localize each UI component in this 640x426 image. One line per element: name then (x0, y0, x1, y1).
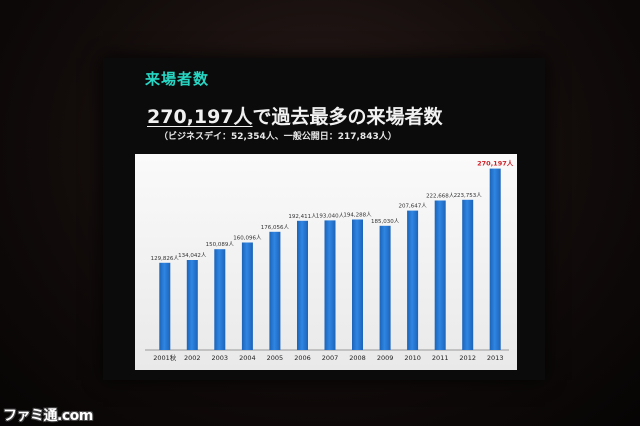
data-label: 223,753人 (454, 192, 483, 199)
bar-2004 (241, 242, 253, 350)
watermark-logo: ファミ通.com (3, 408, 93, 424)
data-label: 193,040人 (316, 212, 345, 219)
x-tick-label: 2006 (294, 354, 311, 362)
x-tick-label: 2013 (487, 354, 504, 362)
bar-2008 (352, 219, 363, 350)
data-label: 129,826人 (151, 255, 180, 262)
data-label: 222,668人 (426, 193, 455, 200)
x-tick-label: 2007 (322, 354, 339, 362)
x-tick-label: 2012 (459, 354, 476, 362)
bar-2009 (379, 225, 391, 350)
data-label: 207,647人 (398, 203, 427, 210)
bar-2007 (324, 220, 336, 350)
data-label: 176,056人 (261, 224, 290, 231)
bar-2003 (214, 249, 226, 350)
data-label: 185,030人 (371, 218, 400, 225)
bar-chart: 129,826人 2001秋 134,042人 2002 150,089人 2003 160… (145, 159, 514, 362)
bar-2002 (186, 260, 198, 350)
data-label: 150,089人 (206, 241, 235, 248)
x-tick-label: 2009 (377, 354, 394, 362)
data-label: 270,197人 (477, 159, 514, 168)
headline-number: 270,197人 (147, 106, 253, 128)
bar-2013 (489, 168, 501, 350)
bar-2011 (434, 200, 446, 350)
data-label: 160,096人 (233, 235, 262, 242)
data-label: 194,288人 (343, 212, 372, 219)
bar-2005 (269, 231, 281, 350)
data-label: 192,411人 (288, 213, 317, 220)
presentation-screen: 来場者数 270,197人で過去最多の来場者数 （ビジネスデイ：52,354人、… (103, 58, 545, 380)
x-tick-label: 2003 (212, 354, 229, 362)
headline-text: で過去最多の来場者数 (252, 106, 443, 128)
bar-2006 (297, 220, 308, 350)
data-label: 134,042人 (178, 252, 207, 259)
headline: 270,197人で過去最多の来場者数 (147, 102, 443, 129)
headline-subline: （ビジネスデイ：52,354人、一般公開日：217,843人） (159, 132, 397, 142)
x-tick-label: 2010 (404, 354, 421, 362)
x-tick-label: 2002 (184, 354, 201, 362)
x-tick-label: 2005 (267, 354, 284, 362)
bar-2001秋 (159, 262, 171, 350)
chart-panel: 129,826人 2001秋 134,042人 2002 150,089人 2003 160… (135, 154, 517, 370)
x-tick-label: 2001秋 (153, 353, 177, 362)
x-tick-label: 2008 (349, 354, 366, 362)
x-tick-label: 2004 (239, 354, 256, 362)
bar-2012 (462, 199, 474, 350)
slide-title: 来場者数 (145, 70, 210, 88)
x-tick-label: 2011 (432, 354, 449, 362)
bar-2010 (407, 210, 419, 350)
